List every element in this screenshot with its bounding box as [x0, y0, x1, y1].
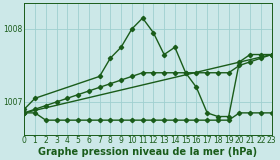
X-axis label: Graphe pression niveau de la mer (hPa): Graphe pression niveau de la mer (hPa) [38, 147, 258, 156]
